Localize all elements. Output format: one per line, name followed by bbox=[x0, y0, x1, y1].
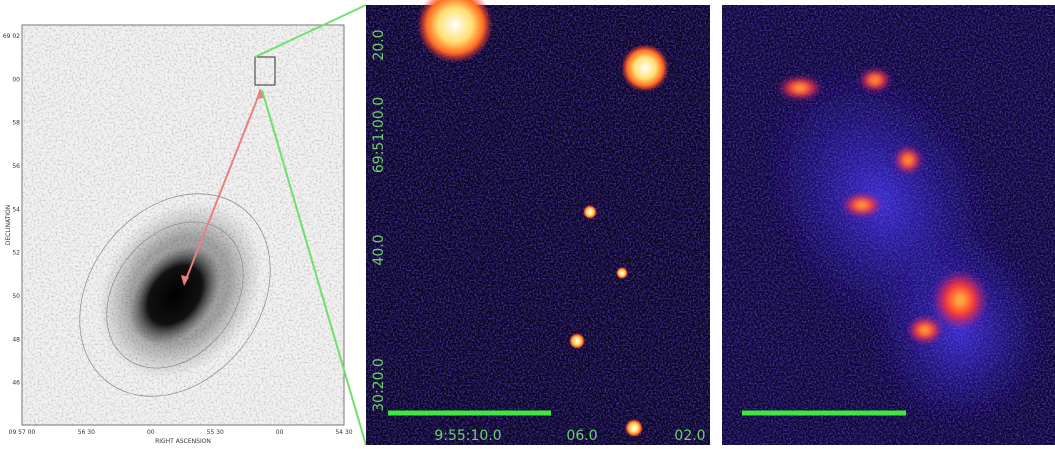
x-tick-label: 54 30 bbox=[335, 429, 352, 436]
source bbox=[583, 205, 597, 219]
y-tick-label: 52 bbox=[12, 250, 20, 257]
source bbox=[616, 267, 628, 279]
figure: DECLINATION RIGHT ASCENSION 69 02 00 58 56 5… bbox=[0, 0, 1055, 449]
x-tick-label: 56 30 bbox=[78, 429, 95, 436]
x-tick-label: 55 30 bbox=[207, 429, 224, 436]
source bbox=[625, 419, 643, 437]
zoom-panel bbox=[710, 5, 1055, 445]
optical-panel: DECLINATION RIGHT ASCENSION 69 02 00 58 56 5… bbox=[3, 25, 353, 445]
ra-label: 06.0 bbox=[566, 428, 597, 444]
panel-noise bbox=[722, 5, 1055, 445]
y-tick-label: 56 bbox=[12, 163, 20, 170]
x-tick-label: 00 bbox=[276, 429, 284, 436]
source bbox=[569, 333, 585, 349]
dec-label: 30:20.0 bbox=[371, 358, 387, 412]
y-axis-label: DECLINATION bbox=[5, 205, 12, 246]
y-tick-label: 58 bbox=[12, 120, 20, 127]
y-tick-label: 54 bbox=[12, 206, 20, 213]
x-tick-label: 00 bbox=[147, 429, 155, 436]
dec-label: 40.0 bbox=[371, 234, 387, 265]
ra-label: 9:55:10.0 bbox=[434, 428, 501, 444]
y-tick-label: 69 02 bbox=[3, 33, 20, 40]
y-tick-label: 46 bbox=[12, 380, 20, 387]
dec-label: 69:51:00.0 bbox=[371, 97, 387, 173]
x-axis-label: RIGHT ASCENSION bbox=[155, 438, 211, 445]
y-tick-label: 48 bbox=[12, 336, 20, 343]
xray-panel: 20.0 69:51:00.0 40.0 30:20.0 9:55:10.0 06.0 02… bbox=[366, 0, 710, 445]
y-tick-label: 50 bbox=[12, 293, 20, 300]
ra-label: 02.0 bbox=[674, 428, 705, 444]
dec-label: 20.0 bbox=[371, 29, 387, 60]
source bbox=[621, 44, 669, 92]
y-tick-label: 00 bbox=[12, 76, 20, 83]
x-tick-label: 09 57 00 bbox=[9, 429, 36, 436]
